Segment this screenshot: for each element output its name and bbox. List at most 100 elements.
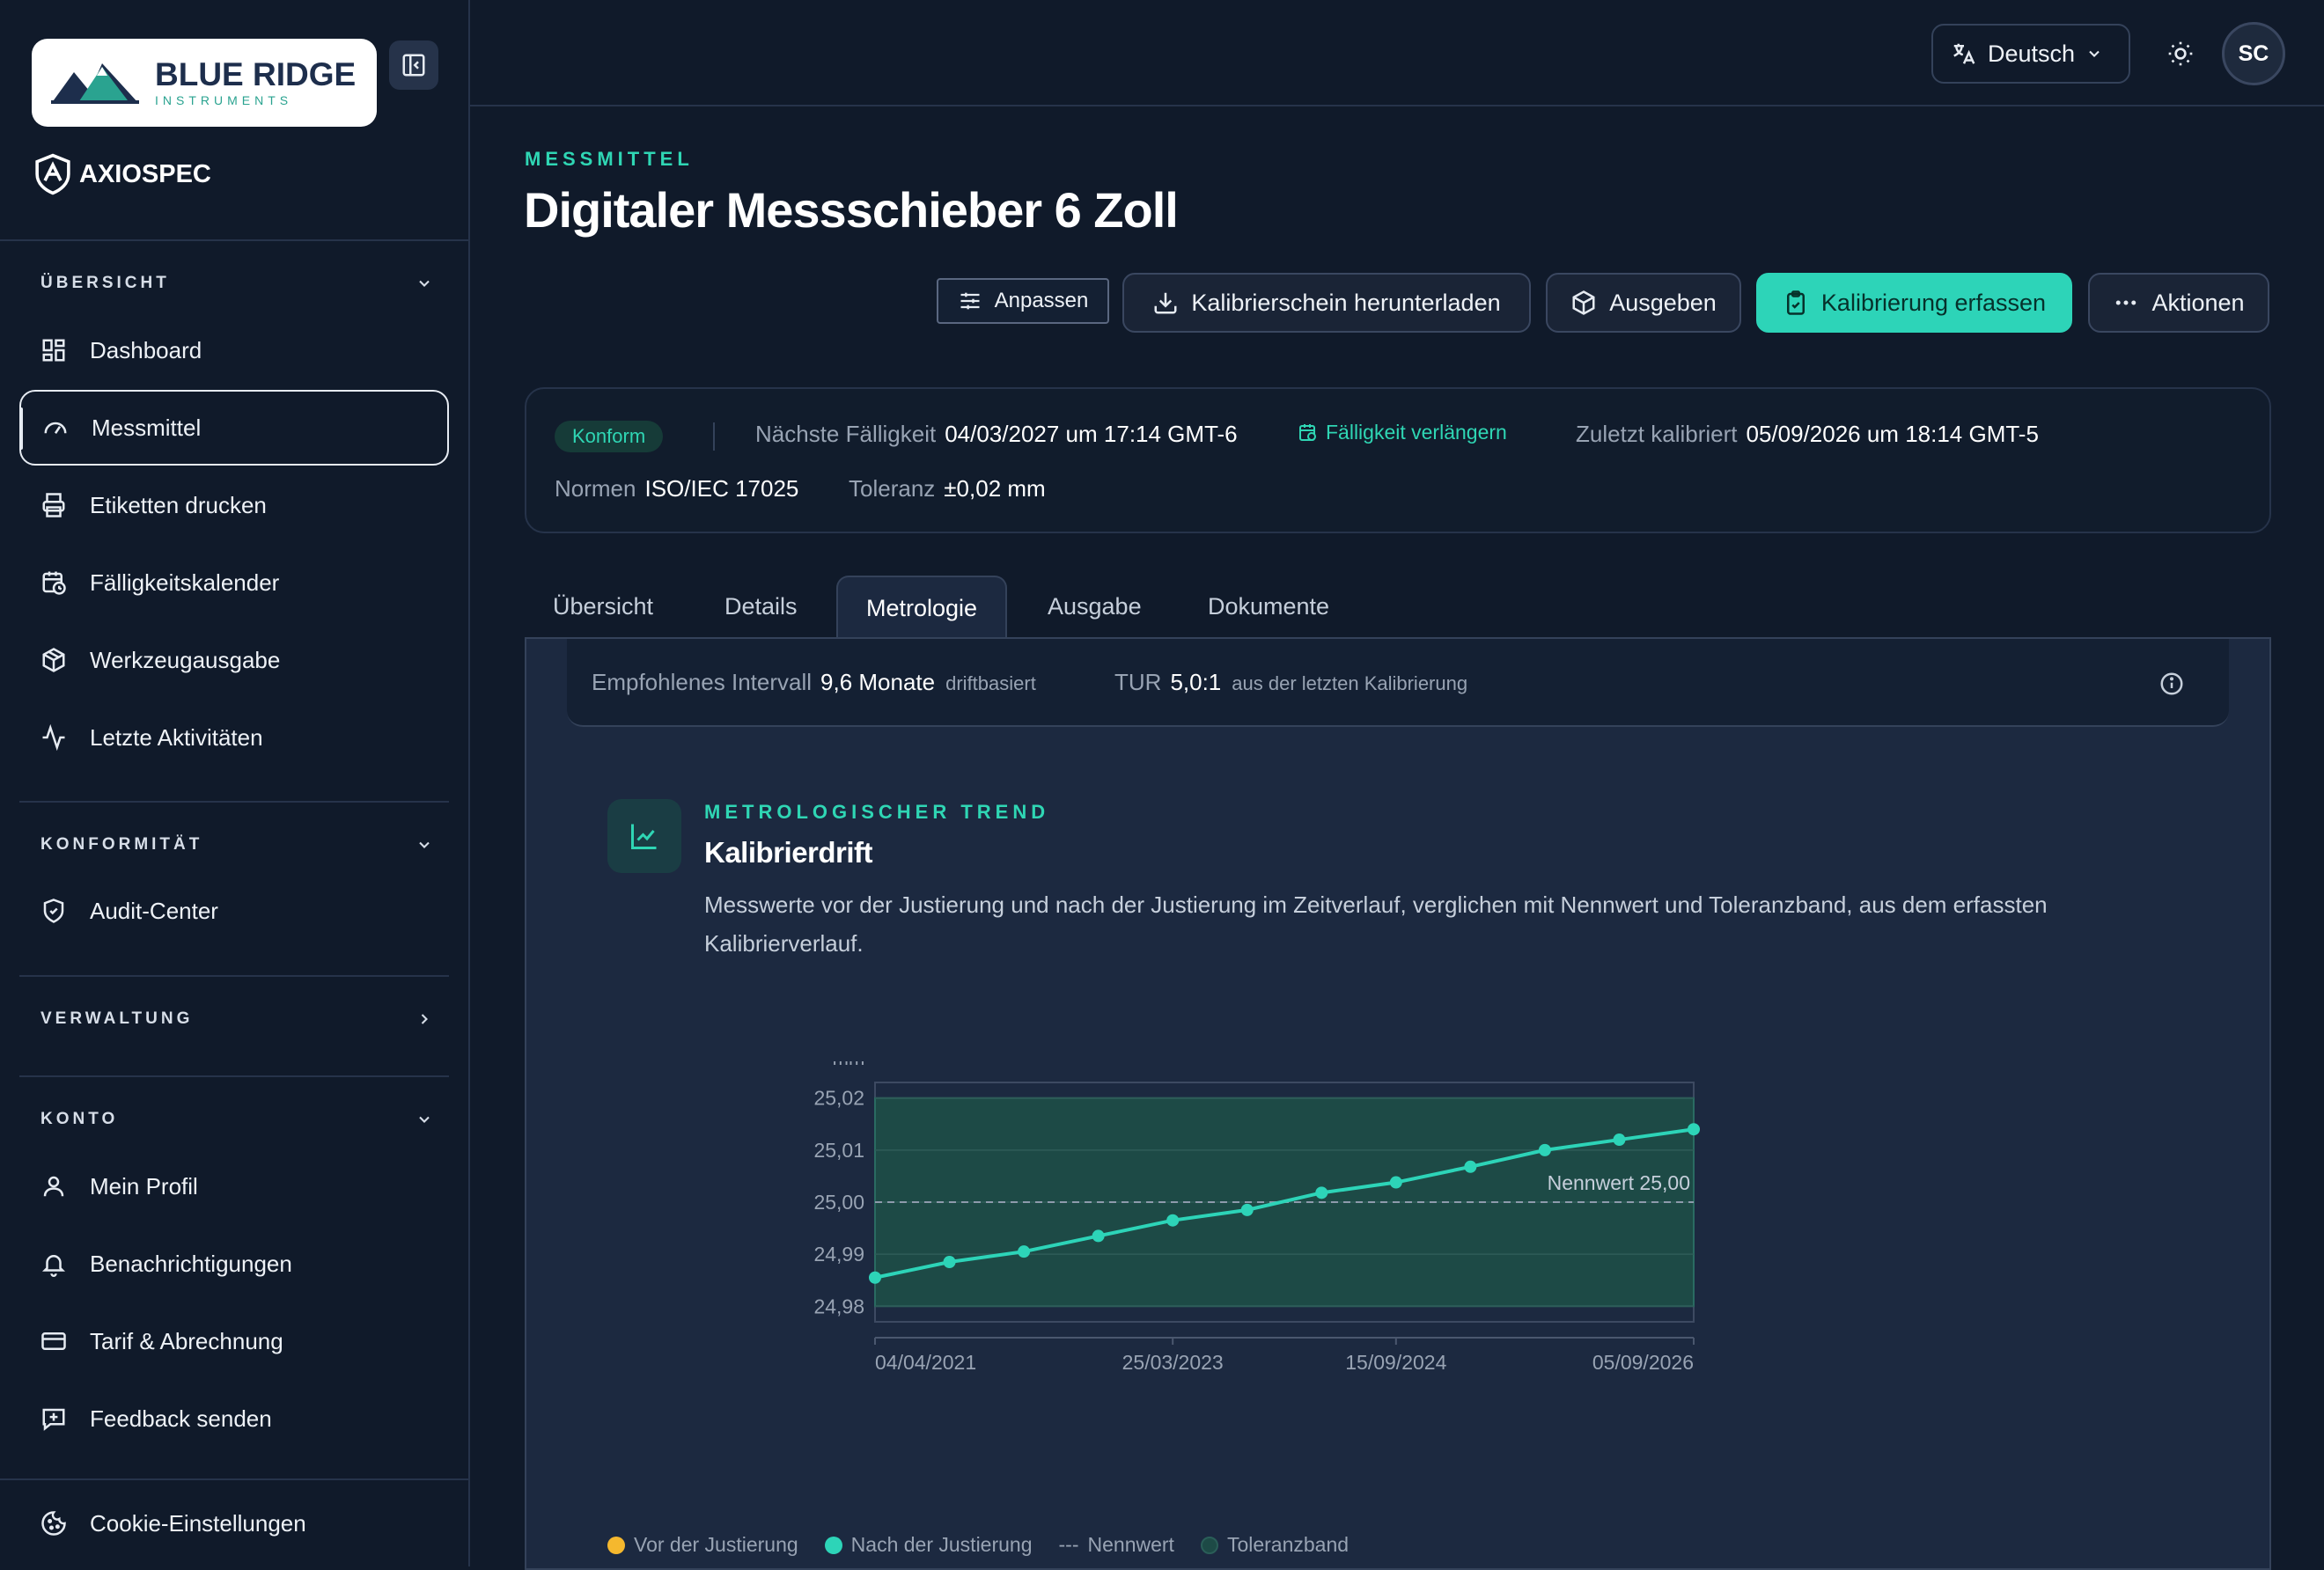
sidebar-item-cookie-settings[interactable]: Cookie-Einstellungen: [19, 1486, 449, 1561]
shield-logo-icon: [35, 153, 70, 195]
last-calibrated-label: Zuletzt kalibriert: [1576, 421, 1738, 447]
sidebar-item-dashboard[interactable]: Dashboard: [19, 312, 449, 388]
sidebar-item-label: Cookie-Einstellungen: [90, 1509, 306, 1537]
y-tick-label: 24,98: [813, 1295, 864, 1317]
sidebar-item-label: Letzte Aktivitäten: [90, 723, 263, 751]
sidebar-item-messmittel[interactable]: Messmittel: [19, 390, 449, 466]
more-horizontal-icon: [2116, 300, 2136, 305]
record-calibration-button[interactable]: Kalibrierung erfassen: [1756, 273, 2072, 333]
download-certificate-button[interactable]: Kalibrierschein herunterladen: [1122, 273, 1531, 333]
legend-item-after[interactable]: Nach der Justierung: [824, 1533, 1033, 1557]
language-select[interactable]: Deutsch: [1931, 24, 2130, 84]
sidebar-item-send-feedback[interactable]: Feedback senden: [19, 1381, 449, 1456]
sidebar-item-my-profile[interactable]: Mein Profil: [19, 1148, 449, 1224]
legend-label: Toleranzband: [1226, 1533, 1350, 1556]
data-point: [1315, 1186, 1328, 1200]
sidebar-item-print-labels[interactable]: Etiketten drucken: [19, 467, 449, 543]
chevron-right-icon: [421, 1014, 428, 1024]
more-actions-button[interactable]: Aktionen: [2088, 273, 2269, 333]
download-icon: [1154, 292, 1177, 314]
info-icon[interactable]: [2159, 671, 2185, 697]
extend-due-link[interactable]: Fälligkeit verlängern: [1298, 421, 1507, 444]
issue-button[interactable]: Ausgeben: [1546, 273, 1741, 333]
tab-overview[interactable]: Übersicht: [553, 592, 654, 620]
issue-label: Ausgeben: [1609, 289, 1717, 316]
download-certificate-label: Kalibrierschein herunterladen: [1191, 289, 1501, 316]
norms-value: ISO/IEC 17025: [644, 475, 799, 502]
chart-description: Messwerte vor der Justierung und nach de…: [704, 891, 2048, 957]
chevron-down-icon: [419, 841, 430, 848]
sidebar-item-audit-center[interactable]: Audit-Center: [19, 873, 449, 949]
extend-due-label: Fälligkeit verlängern: [1326, 421, 1507, 444]
sidebar-item-tool-issue[interactable]: Werkzeugausgabe: [19, 622, 449, 698]
status-badge: Konform: [555, 421, 664, 452]
tab-documents[interactable]: Dokumente: [1208, 592, 1330, 620]
tur-label: TUR: [1114, 669, 1162, 695]
tur-note: aus der letzten Kalibrierung: [1232, 672, 1468, 694]
data-point: [869, 1271, 881, 1284]
sidebar-divider: [19, 801, 449, 803]
sidebar-item-billing[interactable]: Tarif & Abrechnung: [19, 1303, 449, 1379]
section-overview-toggle[interactable]: ÜBERSICHT: [40, 266, 433, 301]
legend-item-before[interactable]: Vor der Justierung: [607, 1533, 798, 1557]
tolerance: Toleranz ±0,02 mm: [849, 475, 1046, 503]
tab-metrology[interactable]: Metrologie: [836, 576, 1008, 639]
recommendation-bar: Empfohlenes Intervall 9,6 Monate driftbasi…: [567, 639, 2229, 727]
nominal-label: Nennwert 25,00: [1548, 1171, 1690, 1194]
sidebar-divider: [19, 1075, 449, 1077]
language-label: Deutsch: [1988, 40, 2076, 67]
legend-item-tolerance[interactable]: Toleranzband: [1200, 1533, 1350, 1557]
legend-item-nominal[interactable]: --- Nennwert: [1059, 1533, 1174, 1557]
package-icon: [39, 645, 69, 675]
sidebar-divider: [0, 239, 468, 241]
tab-details[interactable]: Details: [724, 592, 798, 620]
sidebar-item-label: Dashboard: [90, 336, 202, 363]
more-actions-label: Aktionen: [2151, 289, 2245, 316]
legend-swatch: [607, 1536, 625, 1554]
last-calibrated-value: 05/09/2026 um 18:14 GMT-5: [1746, 421, 2039, 447]
metrology-panel: Empfohlenes Intervall 9,6 Monate driftbasi…: [525, 637, 2271, 1570]
section-account-toggle[interactable]: KONTO: [40, 1102, 433, 1137]
y-tick-label: 25,00: [813, 1191, 864, 1214]
x-tick-label: 15/09/2024: [1345, 1351, 1446, 1374]
sidebar-divider: [19, 975, 449, 977]
sliders-icon: [960, 292, 980, 310]
mountain-logo-icon: [51, 63, 139, 104]
instrument-summary-card: Konform Nächste Fälligkeit 04/03/2027 um …: [525, 387, 2271, 533]
collapse-sidebar-button[interactable]: [389, 40, 438, 90]
sidebar-item-due-calendar[interactable]: Fälligkeitskalender: [19, 545, 449, 620]
next-due-label: Nächste Fälligkeit: [755, 421, 937, 447]
topbar: Deutsch SC: [470, 0, 2324, 106]
sidebar-item-label: Benachrichtigungen: [90, 1250, 292, 1277]
legend-dash: ---: [1058, 1533, 1079, 1556]
printer-icon: [39, 490, 69, 520]
sidebar-item-recent-activity[interactable]: Letzte Aktivitäten: [19, 700, 449, 775]
tolerance-value: ±0,02 mm: [944, 475, 1046, 502]
data-point: [943, 1256, 956, 1268]
legend-swatch: [824, 1536, 842, 1554]
page-title: Digitaler Messschieber 6 Zoll: [524, 182, 1179, 238]
last-calibrated: Zuletzt kalibriert 05/09/2026 um 18:14 GM…: [1576, 421, 2039, 448]
interval-label: Empfohlenes Intervall: [592, 669, 813, 695]
section-administration-toggle[interactable]: VERWALTUNG: [40, 1001, 433, 1037]
data-point: [1092, 1229, 1105, 1243]
logo-sub-text: INSTRUMENTS: [155, 93, 293, 107]
cookie-icon: [39, 1508, 69, 1538]
sidebar-item-notifications[interactable]: Benachrichtigungen: [19, 1226, 449, 1302]
section-title: KONFORMITÄT: [40, 835, 203, 854]
y-tick-label: 25,01: [813, 1139, 864, 1162]
chevron-down-icon: [2089, 50, 2100, 57]
user-avatar[interactable]: SC: [2222, 22, 2285, 85]
translate-icon: [1953, 43, 1975, 64]
panel-left-icon: [402, 54, 425, 77]
product-name: AXIOSPEC: [79, 159, 211, 188]
theme-toggle-button[interactable]: [2160, 33, 2201, 74]
company-logo[interactable]: BLUE RIDGE INSTRUMENTS: [32, 39, 377, 127]
section-compliance-toggle[interactable]: KONFORMITÄT: [40, 827, 433, 862]
dashboard-icon: [39, 335, 69, 365]
tab-issue[interactable]: Ausgabe: [1048, 592, 1142, 620]
section-title: KONTO: [40, 1110, 119, 1128]
sidebar-item-label: Feedback senden: [90, 1405, 272, 1432]
customize-button[interactable]: Anpassen: [937, 278, 1109, 324]
chart-legend: Vor der Justierung Nach der Justierung -…: [607, 1533, 1349, 1557]
